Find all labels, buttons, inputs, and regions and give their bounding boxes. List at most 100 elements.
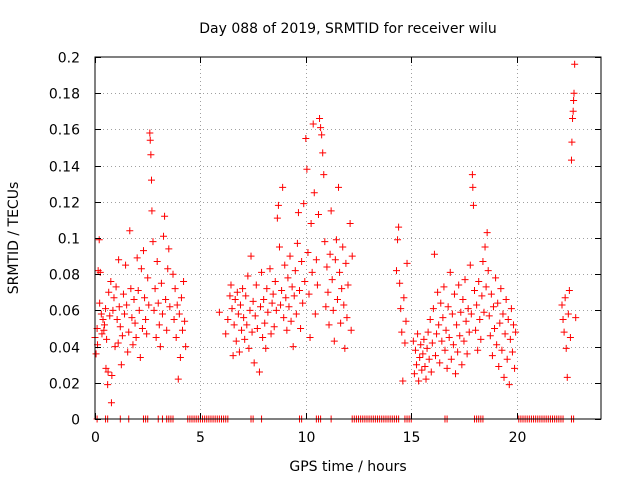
data-point: [282, 294, 290, 302]
data-point: [344, 281, 352, 289]
data-point: [570, 96, 578, 104]
data-point: [97, 310, 105, 318]
data-point: [504, 315, 512, 323]
data-point: [482, 283, 490, 291]
data-point: [489, 303, 497, 311]
data-point: [287, 317, 295, 325]
data-point: [502, 296, 510, 304]
data-point: [306, 334, 314, 342]
data-point: [329, 306, 337, 314]
data-point: [338, 285, 346, 293]
data-point: [107, 399, 115, 407]
data-point: [259, 334, 267, 342]
data-point: [255, 368, 263, 376]
data-point: [296, 286, 304, 294]
data-point: [424, 328, 432, 336]
data-point: [245, 344, 253, 352]
data-point: [304, 248, 312, 256]
data-point: [469, 201, 477, 209]
data-point: [455, 281, 463, 289]
data-point: [273, 214, 281, 222]
data-point: [272, 306, 280, 314]
data-point: [415, 377, 423, 385]
data-point: [118, 332, 126, 340]
data-point: [117, 361, 125, 369]
data-point: [565, 286, 573, 294]
data-points: [91, 60, 580, 423]
data-point: [283, 326, 291, 334]
data-point: [458, 361, 466, 369]
data-point: [510, 321, 518, 329]
data-point: [566, 334, 574, 342]
data-point: [484, 267, 492, 275]
data-point: [301, 277, 309, 285]
data-point: [95, 236, 103, 244]
data-point: [337, 319, 345, 327]
data-point: [347, 326, 355, 334]
data-point: [492, 274, 500, 282]
data-point: [284, 274, 292, 282]
data-point: [215, 308, 223, 316]
data-point: [104, 381, 112, 389]
data-point: [230, 321, 238, 329]
data-point: [285, 303, 293, 311]
data-point: [464, 305, 472, 313]
data-point: [173, 301, 181, 309]
data-point: [154, 299, 162, 307]
data-point: [122, 261, 130, 269]
data-point: [98, 330, 106, 338]
data-point: [326, 250, 334, 258]
data-point: [290, 292, 298, 300]
x-tick-label: 10: [298, 430, 316, 446]
data-point: [148, 207, 156, 215]
data-point: [229, 352, 237, 360]
data-point: [466, 261, 474, 269]
data-point: [410, 370, 418, 378]
data-point: [394, 236, 402, 244]
data-point: [335, 183, 343, 191]
data-point: [348, 252, 356, 260]
data-point: [233, 288, 241, 296]
data-point: [286, 252, 294, 260]
data-point: [250, 359, 258, 367]
data-point: [511, 364, 519, 372]
data-point: [112, 283, 120, 291]
data-point: [292, 310, 300, 318]
data-point: [478, 292, 486, 300]
x-tick-label: 5: [196, 430, 205, 446]
data-point: [158, 310, 166, 318]
y-tick-label: 0.06: [49, 304, 80, 320]
data-point: [127, 285, 135, 293]
data-point: [564, 310, 572, 318]
data-point: [340, 301, 348, 309]
data-point: [289, 343, 297, 351]
data-point: [148, 176, 156, 184]
data-point: [302, 134, 310, 142]
data-point: [177, 294, 185, 302]
data-point: [238, 326, 246, 334]
data-point: [274, 201, 282, 209]
data-point: [572, 314, 580, 322]
data-point: [427, 368, 435, 376]
data-point: [228, 305, 236, 313]
data-point: [180, 277, 188, 285]
data-point: [252, 281, 260, 289]
data-point: [146, 129, 154, 137]
data-point: [181, 317, 189, 325]
data-point: [251, 312, 259, 320]
data-point: [323, 263, 331, 271]
data-point: [312, 256, 320, 264]
data-point: [261, 319, 269, 327]
data-point: [135, 306, 143, 314]
data-point: [107, 277, 115, 285]
data-point: [124, 348, 132, 356]
y-tick-label: 0.14: [49, 160, 80, 176]
data-point: [169, 270, 177, 278]
data-point: [308, 268, 316, 276]
y-tick-label: 0.12: [49, 196, 80, 212]
data-point: [162, 296, 170, 304]
data-point: [171, 285, 179, 293]
data-point: [435, 321, 443, 329]
data-point: [249, 297, 257, 305]
data-point: [172, 334, 180, 342]
